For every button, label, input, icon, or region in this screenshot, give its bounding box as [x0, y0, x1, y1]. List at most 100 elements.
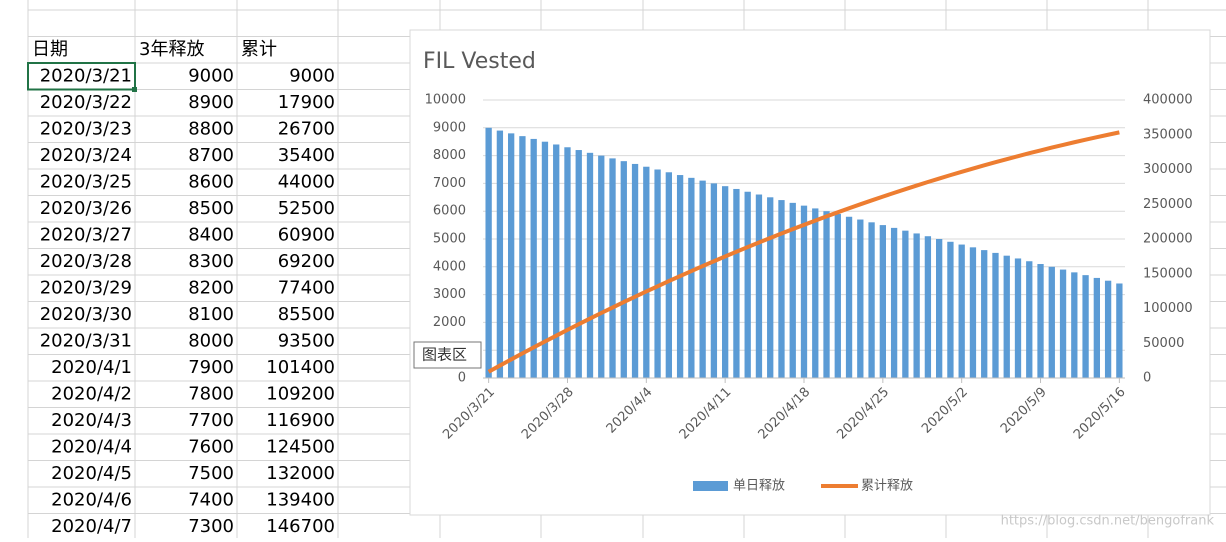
- bar: [890, 227, 898, 378]
- bar: [1059, 269, 1067, 378]
- bar: [665, 172, 672, 378]
- cell-text: 2020/3/22: [40, 92, 132, 113]
- bar: [1116, 283, 1123, 378]
- cell-text: 8500: [188, 198, 234, 219]
- cell-text: 109200: [266, 384, 335, 405]
- y-tick-label: 8000: [433, 148, 466, 163]
- bar: [485, 127, 492, 378]
- bar: [823, 211, 830, 378]
- cell-text: 2020/3/27: [40, 225, 132, 246]
- bar: [609, 158, 616, 378]
- y2-tick-label: 150000: [1143, 266, 1193, 281]
- bar: [496, 130, 504, 378]
- cell-text: 7300: [188, 516, 234, 537]
- bar: [733, 188, 740, 378]
- cell-text: 17900: [278, 92, 335, 113]
- bar: [586, 152, 594, 378]
- cell-text: 2020/4/7: [51, 516, 132, 537]
- cell-text: 52500: [278, 198, 335, 219]
- cell-text: 8800: [188, 119, 234, 140]
- bar: [1082, 275, 1089, 378]
- cell-text: 132000: [266, 463, 335, 484]
- bar: [902, 230, 909, 378]
- cell-text: 7600: [188, 437, 234, 458]
- bar: [800, 205, 808, 378]
- cell-text: 7900: [188, 357, 234, 378]
- legend-swatch: [693, 481, 728, 491]
- cell-text: 35400: [278, 145, 335, 166]
- bar: [812, 208, 819, 378]
- y2-tick-label: 200000: [1143, 232, 1193, 247]
- bar: [598, 155, 605, 378]
- bar: [508, 133, 515, 378]
- bar: [553, 144, 560, 378]
- chart-area[interactable]: [409, 29, 1211, 516]
- bar: [857, 219, 864, 378]
- column-header: 累计: [241, 39, 277, 60]
- cell-text: 2020/3/21: [40, 66, 132, 87]
- bar: [1037, 264, 1044, 378]
- y-tick-label: 9000: [433, 120, 466, 135]
- cell-text: 2020/3/24: [40, 145, 132, 166]
- cell-text: 2020/3/26: [40, 198, 132, 219]
- cell-text: 7700: [188, 410, 234, 431]
- bar: [722, 186, 729, 378]
- bar: [710, 183, 718, 378]
- bar: [1014, 258, 1022, 378]
- y2-tick-label: 300000: [1143, 162, 1193, 177]
- y2-tick-label: 0: [1143, 371, 1151, 386]
- bar: [643, 166, 650, 378]
- cell-text: 2020/3/28: [40, 251, 132, 272]
- cell-text: 124500: [266, 437, 335, 458]
- bar: [1026, 261, 1033, 378]
- y-tick-label: 0: [458, 371, 466, 386]
- legend-label: 累计释放: [861, 479, 913, 494]
- cell-text: 85500: [278, 304, 335, 325]
- cell-text: 9000: [289, 66, 335, 87]
- cell-text: 8300: [188, 251, 234, 272]
- cell-text: 101400: [266, 357, 335, 378]
- y2-tick-label: 350000: [1143, 127, 1193, 142]
- bar: [789, 202, 796, 378]
- selected-cell: [27, 62, 136, 91]
- cell-text: 7500: [188, 463, 234, 484]
- y2-tick-label: 250000: [1143, 197, 1193, 212]
- y-tick-label: 5000: [433, 232, 466, 247]
- cell-text: 2020/4/5: [51, 463, 132, 484]
- tooltip-text: 图表区: [422, 346, 467, 364]
- cell-text: 2020/4/2: [51, 384, 132, 405]
- bar: [755, 194, 763, 378]
- bar: [834, 213, 841, 378]
- cell-text: 8700: [188, 145, 234, 166]
- cell-text: 8400: [188, 225, 234, 246]
- y2-tick-label: 100000: [1143, 301, 1193, 316]
- bar: [575, 150, 582, 378]
- fill-handle: [132, 87, 137, 92]
- bar: [868, 222, 875, 378]
- y-tick-label: 3000: [433, 287, 466, 302]
- cell-text: 8600: [188, 172, 234, 193]
- cell-text: 60900: [278, 225, 335, 246]
- bar: [620, 161, 627, 378]
- bar: [947, 241, 954, 378]
- bar: [845, 216, 853, 378]
- cell-text: 146700: [266, 516, 335, 537]
- bar: [631, 163, 639, 378]
- cell-text: 2020/3/25: [40, 172, 132, 193]
- bar: [924, 236, 932, 378]
- bar: [1003, 255, 1010, 378]
- cell-text: 26700: [278, 119, 335, 140]
- cell-text: 9000: [188, 66, 234, 87]
- bar: [519, 136, 526, 378]
- cell-text: 7400: [188, 490, 234, 511]
- y-tick-label: 7000: [433, 176, 466, 191]
- y-tick-label: 6000: [433, 204, 466, 219]
- cell-text: 116900: [266, 410, 335, 431]
- column-header: 3年释放: [139, 39, 204, 60]
- cell-text: 2020/4/1: [51, 357, 132, 378]
- bar: [992, 252, 999, 378]
- bar: [767, 197, 774, 378]
- cell-text: 2020/4/4: [51, 437, 132, 458]
- bar: [879, 225, 886, 378]
